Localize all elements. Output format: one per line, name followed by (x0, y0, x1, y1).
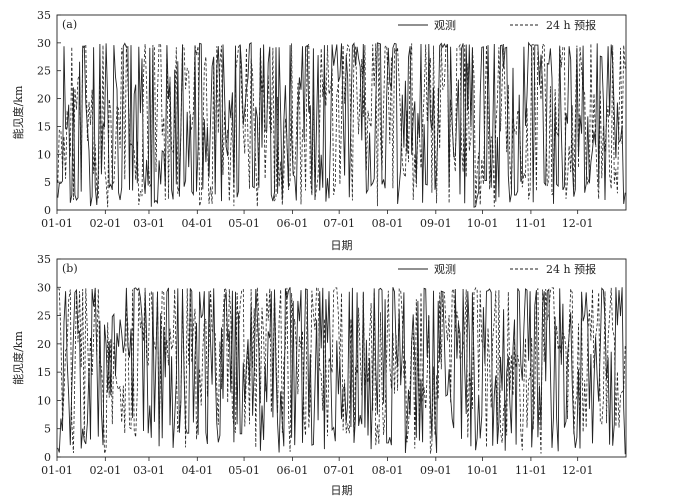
x-axis-title: 日期 (331, 239, 353, 252)
x-tick-label: 11-01 (515, 464, 547, 477)
x-tick-label: 11-01 (515, 217, 547, 230)
x-tick-label: 03-01 (133, 464, 165, 477)
y-tick-label: 20 (37, 338, 51, 351)
legend-background (394, 18, 476, 34)
x-tick-label: 07-01 (323, 217, 355, 230)
x-tick-label: 04-01 (181, 217, 213, 230)
panel-label: (a) (62, 18, 77, 31)
x-tick-label: 06-01 (277, 464, 309, 477)
legend-background (394, 262, 476, 278)
panel-label: (b) (62, 262, 78, 275)
x-tick-label: 10-01 (467, 464, 499, 477)
x-tick-label: 12-01 (562, 464, 594, 477)
y-axis-title: 能见度/km (11, 85, 25, 139)
legend-label: 24 h 预报 (546, 262, 596, 276)
y-tick-label: 20 (37, 93, 51, 106)
x-tick-label: 06-01 (277, 217, 309, 230)
x-tick-label: 10-01 (467, 217, 499, 230)
x-tick-label: 12-01 (562, 217, 594, 230)
y-tick-label: 25 (37, 65, 51, 78)
y-tick-label: 0 (44, 204, 51, 217)
y-tick-label: 25 (37, 310, 51, 323)
y-tick-label: 5 (44, 423, 51, 436)
chart-panel-1: 0 5 10 15 20 25 30 35 01-01 02-01 03-01 04-01 05-01 0… (11, 9, 627, 252)
x-tick-label: 08-01 (372, 464, 404, 477)
x-tick-label: 01-01 (41, 464, 73, 477)
plot-frame (56, 258, 627, 458)
legend-background (506, 18, 614, 34)
y-tick-label: 5 (44, 176, 51, 189)
y-tick-label: 35 (37, 9, 51, 22)
legend-label: 观测 (434, 263, 456, 276)
legend-label: 24 h 预报 (546, 18, 596, 32)
y-tick-label: 30 (37, 37, 51, 50)
y-tick-label: 10 (37, 394, 51, 407)
x-tick-label: 02-01 (89, 217, 121, 230)
x-tick-label: 09-01 (420, 217, 452, 230)
y-tick-label: 15 (37, 120, 51, 133)
y-tick-label: 0 (44, 451, 51, 464)
series-line-observed (57, 287, 626, 455)
y-axis-title: 能见度/km (11, 331, 25, 385)
x-tick-label: 09-01 (420, 464, 452, 477)
y-tick-label: 10 (37, 148, 51, 161)
y-tick-label: 35 (37, 253, 51, 266)
legend-background (506, 262, 614, 278)
legend-label: 观测 (434, 19, 456, 32)
y-tick-label: 15 (37, 366, 51, 379)
y-tick-label: 30 (37, 281, 51, 294)
x-tick-label: 01-01 (41, 217, 73, 230)
x-tick-label: 04-01 (181, 464, 213, 477)
x-tick-label: 08-01 (372, 217, 404, 230)
x-tick-label: 02-01 (89, 464, 121, 477)
x-tick-label: 03-01 (133, 217, 165, 230)
series-line-forecast (57, 286, 626, 454)
x-tick-label: 05-01 (228, 217, 260, 230)
x-tick-label: 05-01 (228, 464, 260, 477)
x-tick-label: 07-01 (323, 464, 355, 477)
series-line-forecast (57, 42, 626, 208)
plot-frame (56, 14, 627, 211)
chart-panel-2: 0 5 10 15 20 25 30 35 01-01 02-01 03-01 04-01 05-01 0… (11, 253, 627, 497)
x-axis-title: 日期 (331, 484, 353, 497)
